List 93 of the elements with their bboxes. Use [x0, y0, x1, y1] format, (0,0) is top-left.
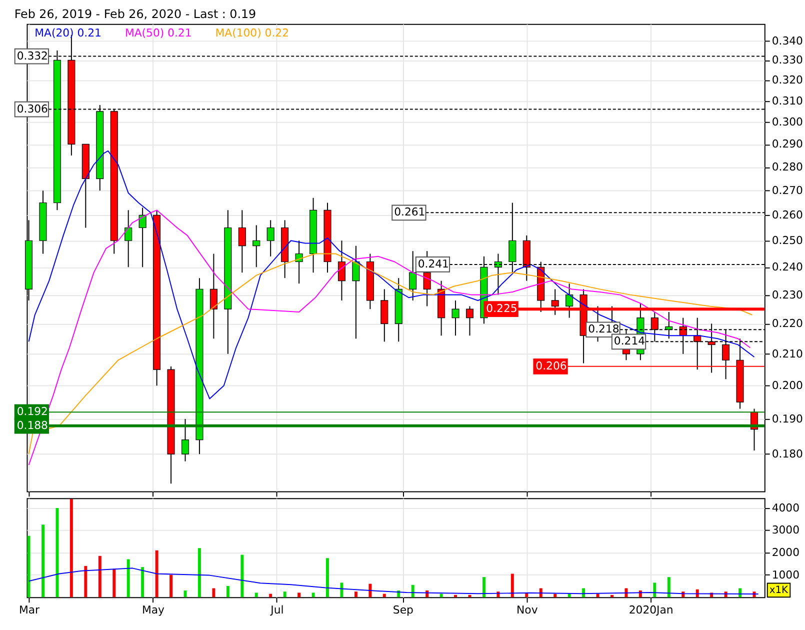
y-tick-label: 0.220: [772, 317, 804, 330]
bar: [126, 559, 130, 598]
bar: [368, 584, 372, 598]
ref-line-label: 0.225: [486, 302, 518, 316]
x-tick-label: Mar: [18, 604, 40, 616]
chart-title: Feb 26, 2019 - Feb 26, 2020 - Last : 0.19: [14, 6, 256, 21]
y-tick-label: 0.200: [772, 379, 804, 392]
y-tick-label: 0.180: [772, 448, 804, 461]
ref-line-label: 0.261: [394, 206, 426, 219]
candlestick: [210, 253, 218, 340]
bar: [269, 594, 272, 598]
x-tick-label: 2020Jan: [628, 604, 674, 616]
bar: [440, 594, 443, 598]
candlestick: [352, 245, 360, 340]
candlestick: [466, 306, 474, 336]
candlestick: [338, 240, 346, 301]
bar: [70, 499, 73, 598]
y-tick-label: 0.320: [772, 74, 804, 87]
bar: [554, 594, 557, 598]
text: MA(100) 0.22: [215, 26, 290, 40]
candlestick: [124, 210, 132, 268]
bar: [84, 566, 88, 598]
y-tick-label: 0.340: [772, 34, 804, 48]
y-tick-label: 0.280: [772, 160, 804, 174]
candlestick: [380, 288, 388, 342]
bar: [141, 567, 144, 598]
y-tick-label: 1000: [772, 568, 800, 582]
y-tick-label: 2000: [772, 546, 800, 560]
bar: [340, 582, 344, 598]
x-tick-label: Jul: [270, 604, 284, 616]
bar: [198, 548, 201, 598]
bar: [354, 592, 358, 598]
candlestick: [238, 210, 246, 274]
y-tick-label: 0.240: [772, 260, 804, 274]
bar: [596, 594, 600, 598]
ref-line-label: 0.206: [536, 359, 567, 372]
bar: [27, 536, 30, 598]
y-tick-label: 0.210: [772, 347, 804, 360]
x-tick-label: Nov: [516, 604, 538, 616]
candlestick: [409, 250, 417, 301]
bar: [155, 550, 158, 598]
bar: [510, 574, 514, 598]
bar: [240, 554, 244, 598]
bar: [326, 558, 329, 598]
bar: [382, 594, 386, 598]
bar: [98, 556, 102, 598]
bar: [170, 574, 172, 598]
candlestick: [452, 300, 460, 336]
ref-line-label: 0.192: [16, 405, 48, 418]
bar: [653, 582, 656, 598]
bar: [298, 592, 301, 598]
bar: [42, 524, 44, 598]
candlestick: [566, 283, 574, 318]
candlestick: [138, 207, 146, 268]
ref-line-label: 0.332: [16, 49, 48, 62]
text: MA(50) 0.21: [124, 26, 192, 40]
y-tick-label: 0.260: [772, 208, 804, 222]
y-tick-label: 0.330: [772, 54, 804, 67]
y-tick-label: 0.190: [772, 412, 804, 426]
bar: [226, 586, 230, 598]
line-series: [28, 568, 759, 595]
y-tick-label: 0.290: [772, 138, 804, 151]
text: x1K: [769, 585, 788, 596]
bar: [212, 588, 216, 598]
candlestick: [252, 224, 260, 268]
ref-line-label: 0.188: [16, 418, 48, 432]
y-tick-label: 0.250: [772, 234, 804, 248]
candlestick: [266, 220, 274, 257]
y-tick-label: 0.270: [772, 184, 804, 198]
bar: [610, 594, 614, 598]
ref-line-label: 0.218: [588, 322, 620, 336]
line-series: [28, 150, 755, 400]
candlestick: [181, 418, 190, 462]
bar: [568, 594, 571, 598]
x-tick-label: Sep: [392, 604, 414, 616]
y-tick-label: 3000: [772, 524, 800, 537]
ref-line-label: 0.241: [418, 257, 449, 270]
bar: [482, 577, 486, 598]
x-tick-label: May: [142, 604, 166, 616]
y-tick-label: 4000: [772, 501, 800, 514]
bar: [112, 569, 116, 598]
ref-line-label: 0.214: [614, 334, 646, 348]
bar: [312, 592, 315, 598]
text: MA(20) 0.21: [34, 26, 102, 40]
ref-line-label: 0.306: [16, 102, 48, 116]
bar: [454, 594, 457, 598]
bar: [254, 592, 258, 598]
y-tick-label: 0.230: [772, 288, 804, 302]
y-tick-label: 0.300: [772, 116, 804, 129]
bar: [667, 577, 670, 598]
bar: [283, 592, 286, 598]
y-tick-label: 0.310: [772, 94, 804, 108]
bar: [56, 508, 59, 598]
